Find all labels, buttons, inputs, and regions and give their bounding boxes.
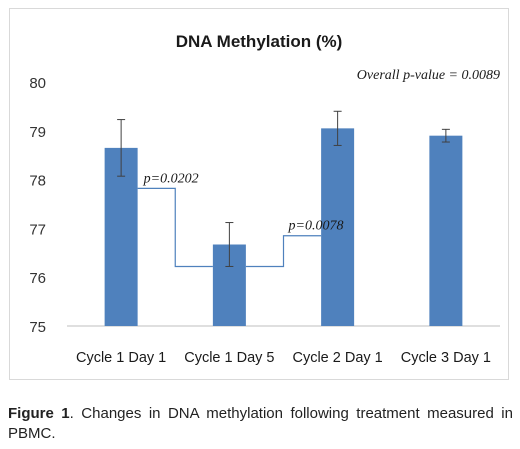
bar [321, 128, 355, 326]
y-tick-label: 75 [29, 319, 46, 336]
significance-bracket [137, 187, 213, 268]
figure-caption: Figure 1. Changes in DNA methylation fol… [8, 404, 513, 444]
caption-label: Figure 1 [8, 405, 70, 422]
p-value-annotation: p=0.0078 [288, 219, 344, 234]
x-category-label: Cycle 1 Day 5 [184, 350, 274, 366]
overall-p-value-annotation: Overall p-value = 0.0089 [357, 68, 500, 83]
bar [104, 147, 138, 326]
chart-frame: DNA Methylation (%) Overall p-value = 0.… [9, 8, 509, 380]
x-category-label: Cycle 2 Day 1 [292, 350, 382, 366]
bar [429, 135, 463, 326]
p-value-annotation: p=0.0202 [143, 171, 199, 186]
significance-bracket [245, 235, 322, 268]
bar-chart: DNA Methylation (%) Overall p-value = 0.… [29, 32, 500, 366]
y-tick-label: 76 [29, 270, 46, 287]
x-category-label: Cycle 3 Day 1 [401, 350, 491, 366]
x-category-label: Cycle 1 Day 1 [76, 350, 166, 366]
y-tick-label: 79 [29, 124, 46, 141]
y-tick-label: 78 [29, 173, 46, 190]
caption-text: . Changes in DNA methylation following t… [8, 405, 513, 442]
y-tick-label: 77 [29, 221, 46, 238]
chart-title: DNA Methylation (%) [176, 32, 343, 51]
y-tick-label: 80 [29, 75, 46, 92]
